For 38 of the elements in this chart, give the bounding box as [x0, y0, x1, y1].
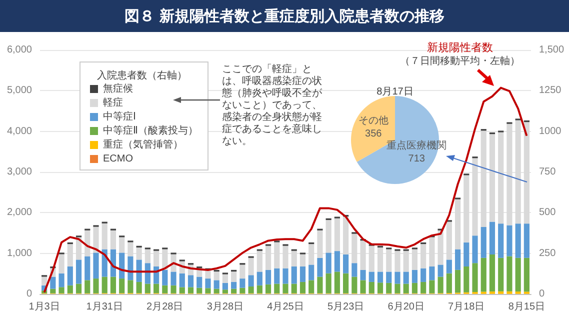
x-tick-label: 1月31日	[86, 302, 123, 312]
x-tick-label: 5月23日	[327, 302, 364, 312]
data-label: 356	[365, 128, 382, 140]
y2-tick-label: 250	[539, 248, 556, 259]
y2-tick-label: 1250	[539, 85, 562, 96]
chart-title: 図８ 新規陽性者数と重症度別入院患者数の推移	[0, 0, 569, 32]
y2-tick-label: 1000	[539, 126, 562, 137]
legend-label: 重症（気管挿管）	[103, 138, 183, 150]
legend-label: 中等症Ⅰ	[103, 110, 136, 122]
slice-label: その他	[358, 114, 388, 126]
y-tick-label: 0	[26, 288, 32, 300]
annotation: ここでの「軽症」とは、呼吸器感染症の状態（肺炎や呼吸不全がないこと）であって、感染者の全身状態が軽症であることを意味しない。	[222, 64, 323, 148]
x-tick-label: 1月3日	[28, 302, 60, 312]
y-tick-label: 4,000	[6, 126, 32, 137]
x-tick-label: 4月25日	[267, 302, 304, 312]
y-tick-label: 6,000	[6, 44, 32, 56]
x-tick-label: 8月15日	[508, 302, 546, 312]
y-tick-label: 3,000	[6, 166, 32, 178]
y2-tick-label: 750	[539, 166, 556, 178]
x-tick-label: 6月20日	[388, 302, 424, 312]
legend-title: 入院患者数（右軸）	[97, 70, 187, 82]
y2-tick-label: 500	[539, 207, 556, 218]
chart-title: 8月17日	[376, 86, 414, 98]
x-tick-label: 3月28日	[206, 302, 244, 312]
y2-tick-label: 0	[539, 288, 545, 300]
y2-tick-label: 1,500	[539, 44, 564, 56]
legend-label: ECMO	[103, 154, 134, 164]
legend-label: 無症候	[103, 82, 133, 94]
x-tick-label: 7月18日	[448, 302, 485, 312]
y-tick-label: 5,000	[6, 85, 32, 96]
data-label: 713	[408, 154, 426, 165]
annotation: （７日間移動平均・左軸）	[399, 56, 521, 68]
x-tick-label: 2月28日	[146, 302, 184, 312]
legend-label: 軽症	[103, 96, 123, 108]
legend-label: 中等症Ⅱ（酸素投与）	[103, 124, 198, 136]
y-tick-label: 1,000	[6, 248, 32, 259]
text: 新規陽性者数	[426, 40, 494, 55]
y-tick-label: 2,000	[6, 207, 32, 218]
